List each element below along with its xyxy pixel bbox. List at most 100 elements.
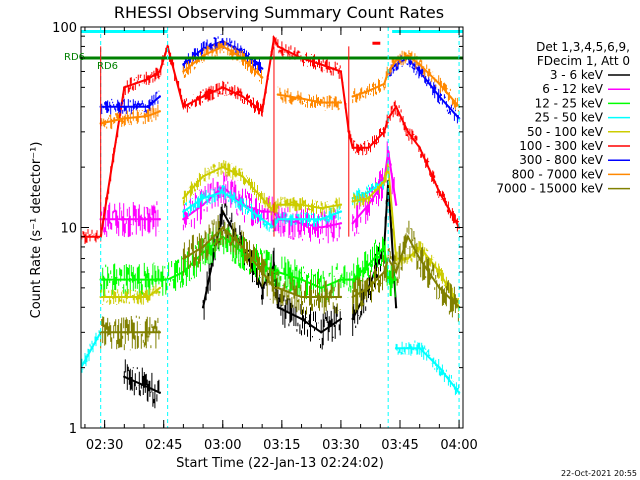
data-point [221, 210, 224, 213]
data-point [320, 331, 323, 334]
data-point [347, 278, 350, 281]
series-layer [81, 34, 461, 409]
data-point [146, 385, 150, 389]
data-point [146, 331, 150, 334]
data-point [351, 295, 354, 299]
data-point [394, 59, 398, 62]
data-point [182, 105, 185, 109]
info-line-1: Det 1,3,4,5,6,9, [536, 40, 630, 54]
data-point [123, 117, 126, 120]
data-point [394, 306, 398, 309]
series-6 [81, 34, 461, 244]
x-tick-label: 03:15 [263, 438, 300, 453]
data-point [320, 218, 323, 221]
data-point [339, 295, 343, 299]
data-point [367, 89, 370, 93]
y-axis-label: Count Rate (s⁻¹ detector⁻¹) [29, 142, 44, 319]
data-point [276, 306, 280, 309]
data-point [123, 86, 126, 89]
data-point [182, 218, 185, 221]
chart-title: RHESSI Observing Summary Count Rates [114, 3, 444, 22]
data-point [158, 70, 161, 73]
series-noise [100, 315, 160, 351]
rd6-label-outside: RD6 [64, 52, 85, 63]
data-point [272, 286, 276, 290]
data-point [367, 263, 370, 267]
data-point [261, 270, 264, 274]
data-point [166, 45, 169, 48]
data-point [158, 391, 161, 394]
data-point [320, 226, 323, 229]
series-line [396, 347, 460, 394]
data-point [418, 347, 421, 350]
data-point [320, 101, 323, 104]
series-noise [81, 36, 459, 244]
data-point [438, 286, 441, 290]
data-point [241, 95, 244, 98]
x-axis: 02:30 02:45 03:00 03:15 03:30 03:45 04:00 [84, 27, 478, 453]
data-point [261, 76, 264, 79]
legend-label: 3 - 6 keV [550, 68, 604, 82]
data-point [300, 97, 303, 100]
data-point [146, 105, 150, 109]
x-axis-label: Start Time (22-Jan-13 02:24:02) [176, 456, 384, 471]
data-point [221, 191, 224, 194]
x-tick-label: 02:30 [86, 438, 123, 453]
series-8 [99, 40, 461, 130]
data-point [146, 278, 150, 281]
data-point [123, 105, 126, 109]
data-point [276, 203, 280, 206]
data-point [339, 101, 343, 104]
series-noise [100, 201, 160, 238]
rd6-label-inside: RD6 [97, 61, 118, 72]
data-point [123, 295, 126, 299]
legend-label: 50 - 100 keV [527, 125, 604, 139]
series-line [182, 165, 342, 214]
x-tick-label: 03:30 [322, 438, 359, 453]
y-axis: 1 10 100 [52, 21, 463, 437]
data-point [221, 165, 224, 169]
data-point [383, 82, 386, 86]
data-point [276, 45, 280, 48]
data-point [339, 210, 343, 213]
data-point [394, 203, 398, 206]
data-point [272, 36, 276, 40]
data-point [201, 54, 205, 57]
data-point [418, 70, 421, 73]
data-point [158, 218, 161, 221]
data-point [394, 270, 398, 274]
data-point [123, 331, 126, 334]
data-point [123, 218, 126, 221]
data-point [351, 317, 354, 321]
data-point [182, 210, 185, 213]
data-point [261, 210, 264, 213]
x-tick-label: 03:45 [381, 438, 418, 453]
data-point [300, 317, 303, 321]
data-point [394, 105, 398, 109]
data-point [182, 63, 185, 66]
data-point [201, 197, 205, 200]
data-point [418, 245, 421, 249]
legend-label: 800 - 7000 keV [512, 167, 604, 181]
data-point [339, 278, 343, 281]
data-point [221, 40, 224, 43]
data-point [300, 218, 303, 221]
legend-label: 100 - 300 keV [519, 139, 603, 153]
data-point [123, 278, 126, 281]
data-point [438, 366, 441, 369]
x-tick-label: 04:00 [440, 438, 477, 453]
data-point [261, 197, 264, 200]
data-point [406, 130, 410, 133]
timestamp: 22-Oct-2021 20:55 [561, 469, 637, 478]
legend-label: 12 - 25 keV [535, 96, 604, 110]
data-point [241, 175, 244, 178]
legend-label: 6 - 12 keV [542, 82, 604, 96]
data-point [123, 375, 126, 378]
overlay-layer [81, 27, 463, 428]
data-point [387, 150, 390, 153]
data-point [418, 257, 421, 260]
data-point [300, 278, 303, 281]
series-2 [99, 141, 398, 244]
data-point [158, 286, 161, 290]
